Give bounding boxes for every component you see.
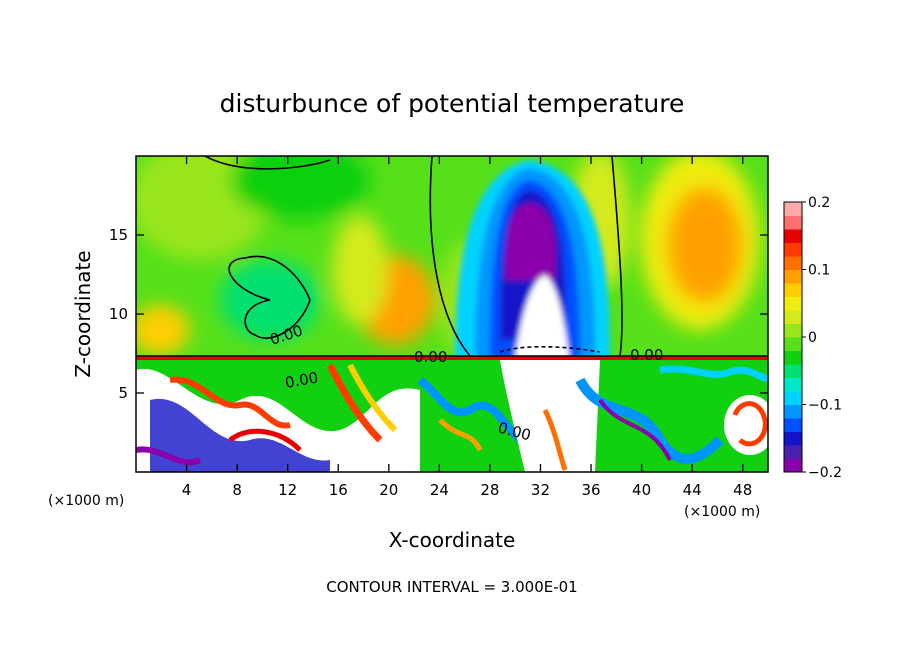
y-tick-label: 5 [118,384,128,402]
colorbar-tick-label: 0 [808,330,817,346]
colorbar-swatch [784,310,802,324]
x-tick-label: 24 [430,481,449,499]
colorbar-swatch [784,269,802,284]
colorbar-tick-label: −0.1 [808,398,842,414]
colorbar-swatch [784,202,802,216]
colorbar-swatch [784,418,802,432]
x-tick-label: 8 [232,481,242,499]
colorbar-swatch [784,337,802,351]
colorbar-swatch [784,445,802,459]
x-axis-label: X-coordinate [389,528,516,552]
colorbar-swatch [784,377,802,392]
colorbar: 0.2 0.1 0 −0.1 −0.2 [783,195,842,481]
contour-label: 0.00 [414,348,447,366]
colorbar-swatch [784,404,802,419]
x-axis-ticks: 4 8 12 16 20 24 28 32 36 40 44 48 [182,156,752,499]
colorbar-swatch [784,242,802,257]
colorbar-swatch [784,350,802,365]
colorbar-swatch [784,229,802,243]
x-unit-label-right: (×1000 m) [684,504,760,520]
colorbar-swatch [784,391,802,405]
x-tick-label: 44 [683,481,702,499]
x-tick-label: 32 [531,481,550,499]
colorbar-swatch [784,431,802,446]
x-tick-label: 4 [182,481,192,499]
heatmap-field: 0.00 0.00 0.00 0.00 0.00 [136,156,768,472]
colorbar-tick-label: 0.2 [808,195,830,211]
colorbar-swatch [784,283,802,297]
contour-label: 0.00 [630,346,663,364]
x-tick-label: 36 [581,481,600,499]
colorbar-tick-label: −0.2 [808,465,842,481]
chart-title: disturbunce of potential temperature [220,89,685,118]
colorbar-swatch [784,458,802,473]
x-tick-label: 20 [379,481,398,499]
contour-interval-note: CONTOUR INTERVAL = 3.000E-01 [326,578,577,596]
colorbar-swatch [784,296,802,311]
colorbar-swatch [784,215,802,230]
contour-label: 0.00 [284,368,320,392]
colorbar-swatch [784,364,802,378]
x-tick-label: 48 [733,481,752,499]
x-tick-label: 40 [632,481,651,499]
x-tick-label: 28 [480,481,499,499]
colorbar-swatch [784,256,802,270]
x-tick-label: 12 [278,481,297,499]
y-axis-ticks: 5 10 15 [109,226,768,402]
colorbar-swatch [784,323,802,338]
y-tick-label: 10 [109,305,128,323]
x-tick-label: 16 [329,481,348,499]
x-unit-label-left: (×1000 m) [48,493,124,509]
colorbar-tick-label: 0.1 [808,263,830,279]
y-tick-label: 15 [109,226,128,244]
y-axis-label: Z-coordinate [71,250,95,377]
